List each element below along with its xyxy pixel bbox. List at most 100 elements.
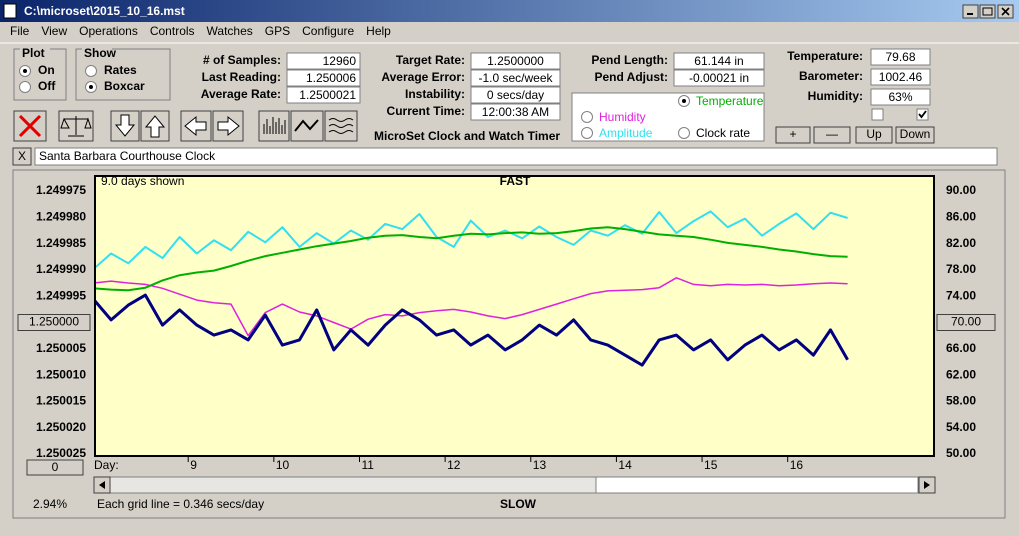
legend-label[interactable]: Clock rate [696, 126, 750, 140]
plot-lines [96, 210, 849, 367]
option-radio-dot [23, 69, 27, 73]
series-line [96, 293, 849, 367]
series-radio[interactable] [581, 127, 593, 139]
title-bar [0, 0, 1019, 22]
percent: 2.94% [33, 497, 67, 511]
field-value: 79.68 [885, 50, 915, 64]
series-radio[interactable] [678, 127, 690, 139]
field-value: 63% [888, 90, 912, 104]
x-tick-label: 12 [447, 458, 461, 472]
y-tick-label: 1.250005 [36, 341, 86, 355]
scroll-thumb[interactable] [595, 476, 919, 494]
y-tick-label: 1.250020 [36, 420, 86, 434]
field-box[interactable] [470, 103, 561, 121]
option-radio[interactable] [19, 81, 31, 93]
field-box[interactable] [870, 48, 931, 66]
menu-item[interactable]: Watches [207, 24, 253, 38]
option-radio-dot [89, 85, 93, 89]
menu-item[interactable]: File [10, 24, 30, 38]
close-clock-label: X [18, 149, 26, 163]
field-box[interactable] [870, 68, 931, 86]
scrollbar[interactable] [93, 476, 936, 494]
control-button[interactable] [895, 126, 935, 144]
series-line [96, 210, 848, 269]
field-box[interactable] [470, 52, 561, 70]
legend-label[interactable]: Temperature [696, 94, 764, 108]
close-clock-button[interactable] [12, 147, 32, 166]
y-tick-label: 1.249990 [36, 262, 86, 276]
y2-tick-label: 86.00 [946, 209, 976, 223]
x-tick-label: 11 [361, 458, 374, 472]
menu-item[interactable]: Controls [150, 24, 195, 38]
y-tick-button[interactable] [17, 314, 91, 331]
scroll-left-glyph [99, 481, 105, 489]
show-group-box [75, 48, 171, 101]
field-box[interactable] [870, 88, 931, 106]
y-tick-label: 1.250010 [36, 367, 86, 381]
field-label: Current Time: [387, 104, 465, 118]
field-label: Temperature: [787, 49, 863, 63]
legend-label[interactable]: Humidity [599, 110, 646, 124]
legend-label[interactable]: Amplitude [599, 126, 653, 140]
field-value: -1.0 sec/week [478, 71, 553, 85]
field-value: 12960 [323, 54, 357, 68]
checkbox[interactable] [871, 108, 884, 121]
y2-tick-label: 70.00 [951, 315, 981, 329]
field-label: Average Error: [381, 70, 465, 84]
group-title-bg [20, 47, 50, 59]
field-label: # of Samples: [203, 53, 281, 67]
y-tick-label: 1.250000 [29, 315, 79, 329]
slow-label: SLOW [500, 497, 537, 511]
field-value: 1002.46 [879, 70, 923, 84]
maximize-glyph [982, 7, 993, 16]
clock-name-box[interactable] [34, 147, 998, 166]
app-name: MicroSet Clock and Watch Timer [374, 129, 560, 143]
menu-item[interactable]: Configure [302, 24, 354, 38]
field-label: Last Reading: [202, 70, 281, 84]
wave-view-button[interactable] [324, 110, 358, 142]
grid-note: Each grid line = 0.346 secs/day [97, 497, 264, 511]
menu-item[interactable]: Operations [79, 24, 138, 38]
y2-tick-label: 78.00 [946, 262, 976, 276]
y2-tick-label: 82.00 [946, 236, 976, 250]
series-radio[interactable] [581, 111, 593, 123]
minimize-button[interactable] [962, 4, 979, 19]
option-label: Boxcar [104, 79, 145, 93]
option-radio[interactable] [85, 65, 97, 77]
window-controls[interactable] [962, 4, 1014, 19]
offset-button[interactable] [26, 459, 84, 476]
field-box[interactable] [286, 86, 361, 104]
series-line [96, 277, 848, 337]
field-box[interactable] [286, 69, 361, 87]
group-title: Plot [22, 46, 45, 60]
y-tick-label: 1.249975 [36, 183, 86, 197]
control-button[interactable] [813, 126, 851, 144]
menu-item[interactable]: Help [366, 24, 391, 38]
days-shown: 9.0 days shown [101, 174, 184, 188]
field-box[interactable] [470, 69, 561, 87]
field-label: Barometer: [799, 69, 863, 83]
field-value: 1.2500021 [299, 88, 356, 102]
field-label: Instability: [405, 87, 465, 101]
y2-tick-label: 66.00 [946, 341, 976, 355]
menu-item[interactable]: GPS [265, 24, 290, 38]
field-box[interactable] [673, 52, 765, 70]
field-box[interactable] [470, 86, 561, 104]
y2-tick-button[interactable] [936, 314, 996, 331]
field-box[interactable] [673, 69, 765, 87]
field-label: Average Rate: [201, 87, 281, 101]
field-value: 61.144 in [694, 54, 743, 68]
field-value: 12:00:38 AM [482, 105, 549, 119]
check-mark [918, 110, 927, 119]
control-button[interactable] [775, 126, 811, 144]
control-button[interactable] [855, 126, 893, 144]
maximize-button[interactable] [979, 4, 996, 19]
group-title-bg [82, 47, 112, 59]
option-label: Off [38, 79, 56, 93]
y-tick-label: 1.249995 [36, 288, 86, 302]
menu-item[interactable]: View [41, 24, 67, 38]
y2-tick-label: 58.00 [946, 394, 976, 408]
field-box[interactable] [286, 52, 361, 70]
field-value: 0 secs/day [487, 88, 544, 102]
